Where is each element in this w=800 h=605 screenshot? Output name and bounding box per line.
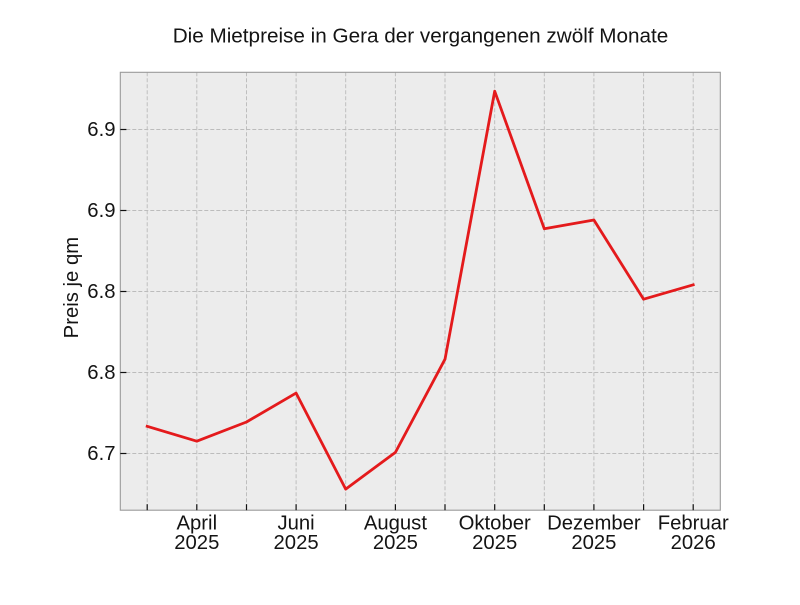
- svg-text:August: August: [364, 512, 428, 534]
- svg-text:6.7: 6.7: [87, 443, 115, 465]
- svg-text:6.8: 6.8: [87, 281, 115, 303]
- svg-text:April: April: [177, 512, 218, 534]
- svg-text:Preis je qm: Preis je qm: [61, 237, 83, 338]
- svg-text:2025: 2025: [274, 532, 319, 554]
- svg-text:2025: 2025: [571, 532, 616, 554]
- svg-text:2025: 2025: [373, 532, 418, 554]
- svg-text:Februar: Februar: [658, 512, 729, 534]
- svg-text:6.9: 6.9: [87, 119, 115, 141]
- svg-text:6.9: 6.9: [87, 200, 115, 222]
- svg-text:6.8: 6.8: [87, 362, 115, 384]
- svg-text:2026: 2026: [671, 532, 716, 554]
- svg-text:Dezember: Dezember: [547, 512, 641, 534]
- svg-text:2025: 2025: [472, 532, 517, 554]
- svg-text:Die Mietpreise in Gera der ver: Die Mietpreise in Gera der vergangenen z…: [173, 24, 669, 47]
- svg-text:2025: 2025: [174, 532, 219, 554]
- svg-text:Oktober: Oktober: [459, 512, 531, 534]
- svg-text:Juni: Juni: [277, 512, 314, 534]
